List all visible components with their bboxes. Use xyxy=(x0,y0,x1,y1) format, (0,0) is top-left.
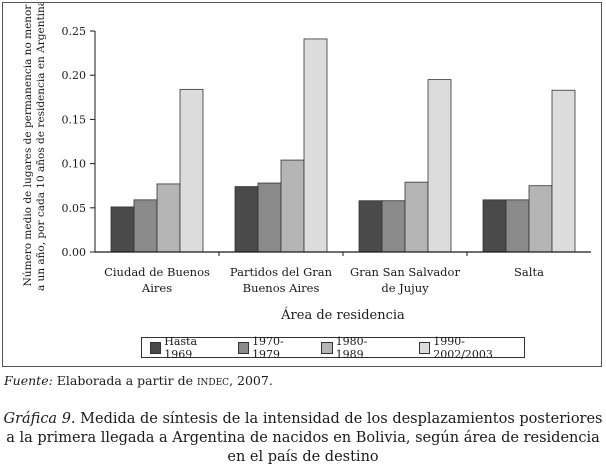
bar-1-1 xyxy=(110,206,135,253)
figure-caption: Gráfica 9. Medida de síntesis de la inte… xyxy=(0,410,606,467)
legend-swatch xyxy=(237,341,250,354)
legend: Hasta 1969 1970-1979 1980-1989 1990-2002/20… xyxy=(141,334,525,361)
bar-1-2 xyxy=(133,199,158,253)
y-tick-label: 0.25 xyxy=(62,25,87,38)
bar-1-4 xyxy=(179,88,204,253)
legend-swatch xyxy=(418,341,431,354)
source-label: Fuente: xyxy=(4,373,53,388)
y-tick-label: 0.20 xyxy=(62,69,87,82)
x-category-label: Ciudad de Buenos Aires xyxy=(104,265,210,295)
x-category-label: Salta xyxy=(514,265,544,279)
y-axis-label: Número medio de lugares de permanencia n… xyxy=(22,3,47,291)
x-axis-label: Área de residencia xyxy=(280,307,405,323)
bar-3-1 xyxy=(358,200,383,253)
caption-line-1: Medida de síntesis de la intensidad de l… xyxy=(75,411,603,427)
y-tick-label: 0.10 xyxy=(62,158,87,171)
bar-2-2 xyxy=(257,182,282,253)
legend-label: Hasta 1969 xyxy=(164,334,198,361)
caption-line-2: a la primera llegada a Argentina de naci… xyxy=(6,430,600,446)
y-axis-label-text: Número medio de lugares de permanencia n… xyxy=(22,3,47,291)
bar-3-3 xyxy=(404,181,429,253)
legend-item-3: 1980-1989 xyxy=(321,335,391,361)
legend-item-1: Hasta 1969 xyxy=(150,335,224,361)
bar-2-1 xyxy=(234,186,259,253)
chart-frame: 0.00 0.05 0.10 0.15 0.20 0.25 Ciudad de Bueno… xyxy=(2,2,602,367)
source-note: Fuente: Elaborada a partir de indec, 200… xyxy=(4,373,273,388)
legend-label: 1990-2002/2003 xyxy=(433,334,493,361)
bar-4-3 xyxy=(528,185,553,253)
legend-swatch xyxy=(150,341,162,354)
bar-2-4 xyxy=(303,38,328,253)
bar-chart: 0.00 0.05 0.10 0.15 0.20 0.25 Ciudad de Bueno… xyxy=(22,3,591,323)
bar-3-2 xyxy=(381,200,406,253)
y-tick-label: 0.05 xyxy=(62,202,87,215)
y-tick-label: 0.15 xyxy=(62,113,87,126)
bar-1-3 xyxy=(156,183,181,253)
source-text: Elaborada a partir de xyxy=(52,373,197,388)
caption-label: Gráfica 9. xyxy=(3,411,76,427)
y-tick-label: 0.00 xyxy=(62,246,87,259)
x-category-label: Partidos del Gran Buenos Aires xyxy=(230,265,333,295)
x-category-label: Gran San Salvador de Jujuy xyxy=(350,265,460,295)
bar-4-2 xyxy=(505,199,530,253)
legend-label: 1980-1989 xyxy=(335,334,368,361)
bar-4-1 xyxy=(482,199,507,253)
source-org: indec xyxy=(196,373,230,388)
bar-3-4 xyxy=(427,79,452,253)
caption-line-3: en el país de destino xyxy=(227,449,379,465)
legend-label: 1970-1979 xyxy=(252,334,284,361)
bar-4-4 xyxy=(551,89,576,253)
legend-item-4: 1990-2002/2003 xyxy=(418,334,518,361)
legend-swatch xyxy=(321,341,333,354)
legend-item-2: 1970-1979 xyxy=(237,334,308,361)
source-tail: , 2007. xyxy=(229,373,273,388)
bar-2-3 xyxy=(280,159,305,253)
